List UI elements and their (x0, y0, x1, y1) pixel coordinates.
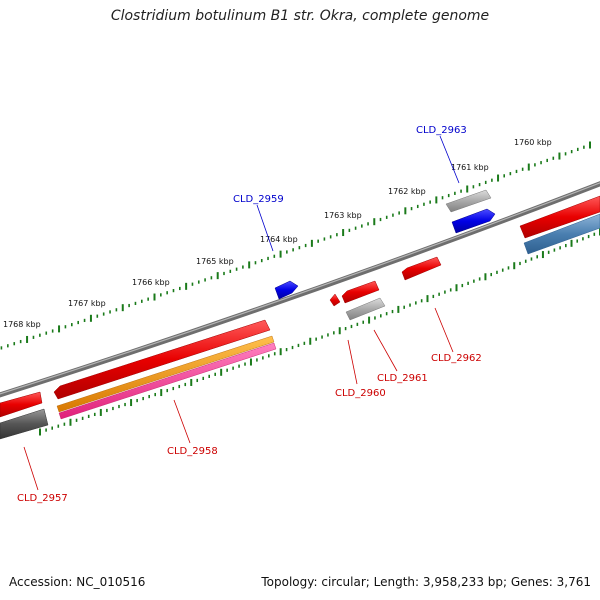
gene-cld-2961[interactable] (341, 280, 386, 321)
label-cld-2961[interactable]: CLD_2961 (377, 373, 428, 384)
gene-cld-2960[interactable] (329, 293, 341, 307)
accession-text: Accession: NC_010516 (9, 575, 146, 589)
label-cld-2959[interactable]: CLD_2959 (233, 194, 284, 205)
genome-backbone-highlight (0, 182, 600, 395)
leader-cld-2958 (173, 399, 191, 444)
gene-cld-2957[interactable] (0, 391, 49, 440)
label-cld-2957[interactable]: CLD_2957 (17, 493, 68, 504)
leader-cld-2963 (439, 135, 460, 184)
ruler-label-1768: 1768 kbp (3, 320, 41, 329)
leader-cld-2959 (256, 204, 274, 252)
inner-ruler-ticks (39, 228, 600, 436)
genome-summary-text: Topology: circular; Length: 3,958,233 bp… (261, 575, 591, 589)
map-title: Clostridium botulinum B1 str. Okra, comp… (110, 8, 490, 24)
genome-backbone (0, 181, 600, 398)
leader-cld-2962 (434, 307, 454, 353)
label-cld-2960[interactable]: CLD_2960 (335, 388, 386, 399)
ruler-label-1767: 1767 kbp (68, 299, 106, 308)
ruler-label-1764: 1764 kbp (260, 235, 298, 244)
ruler-label-1766: 1766 kbp (132, 278, 170, 287)
gene-cld-2959[interactable] (274, 280, 299, 300)
label-cld-2962[interactable]: CLD_2962 (431, 353, 482, 364)
gene-cld-2963[interactable] (445, 189, 496, 234)
leader-cld-2961 (373, 329, 398, 372)
ruler-label-1760: 1760 kbp (514, 138, 552, 147)
gene-cld-2958[interactable] (53, 319, 277, 420)
ruler-label-1765: 1765 kbp (196, 257, 234, 266)
ruler-label-1762: 1762 kbp (388, 187, 426, 196)
outer-ruler-ticks (0, 141, 591, 350)
label-cld-2958[interactable]: CLD_2958 (167, 446, 218, 457)
leader-cld-2957 (23, 446, 39, 491)
gene-cld-2962[interactable] (401, 256, 442, 281)
gene-upper-right-red[interactable] (519, 195, 600, 239)
ruler-label-1763: 1763 kbp (324, 211, 362, 220)
ruler-label-1761: 1761 kbp (451, 163, 489, 172)
leader-cld-2960 (347, 339, 358, 385)
gene-upper-right-steel[interactable] (523, 213, 600, 255)
label-cld-2963[interactable]: CLD_2963 (416, 125, 467, 136)
